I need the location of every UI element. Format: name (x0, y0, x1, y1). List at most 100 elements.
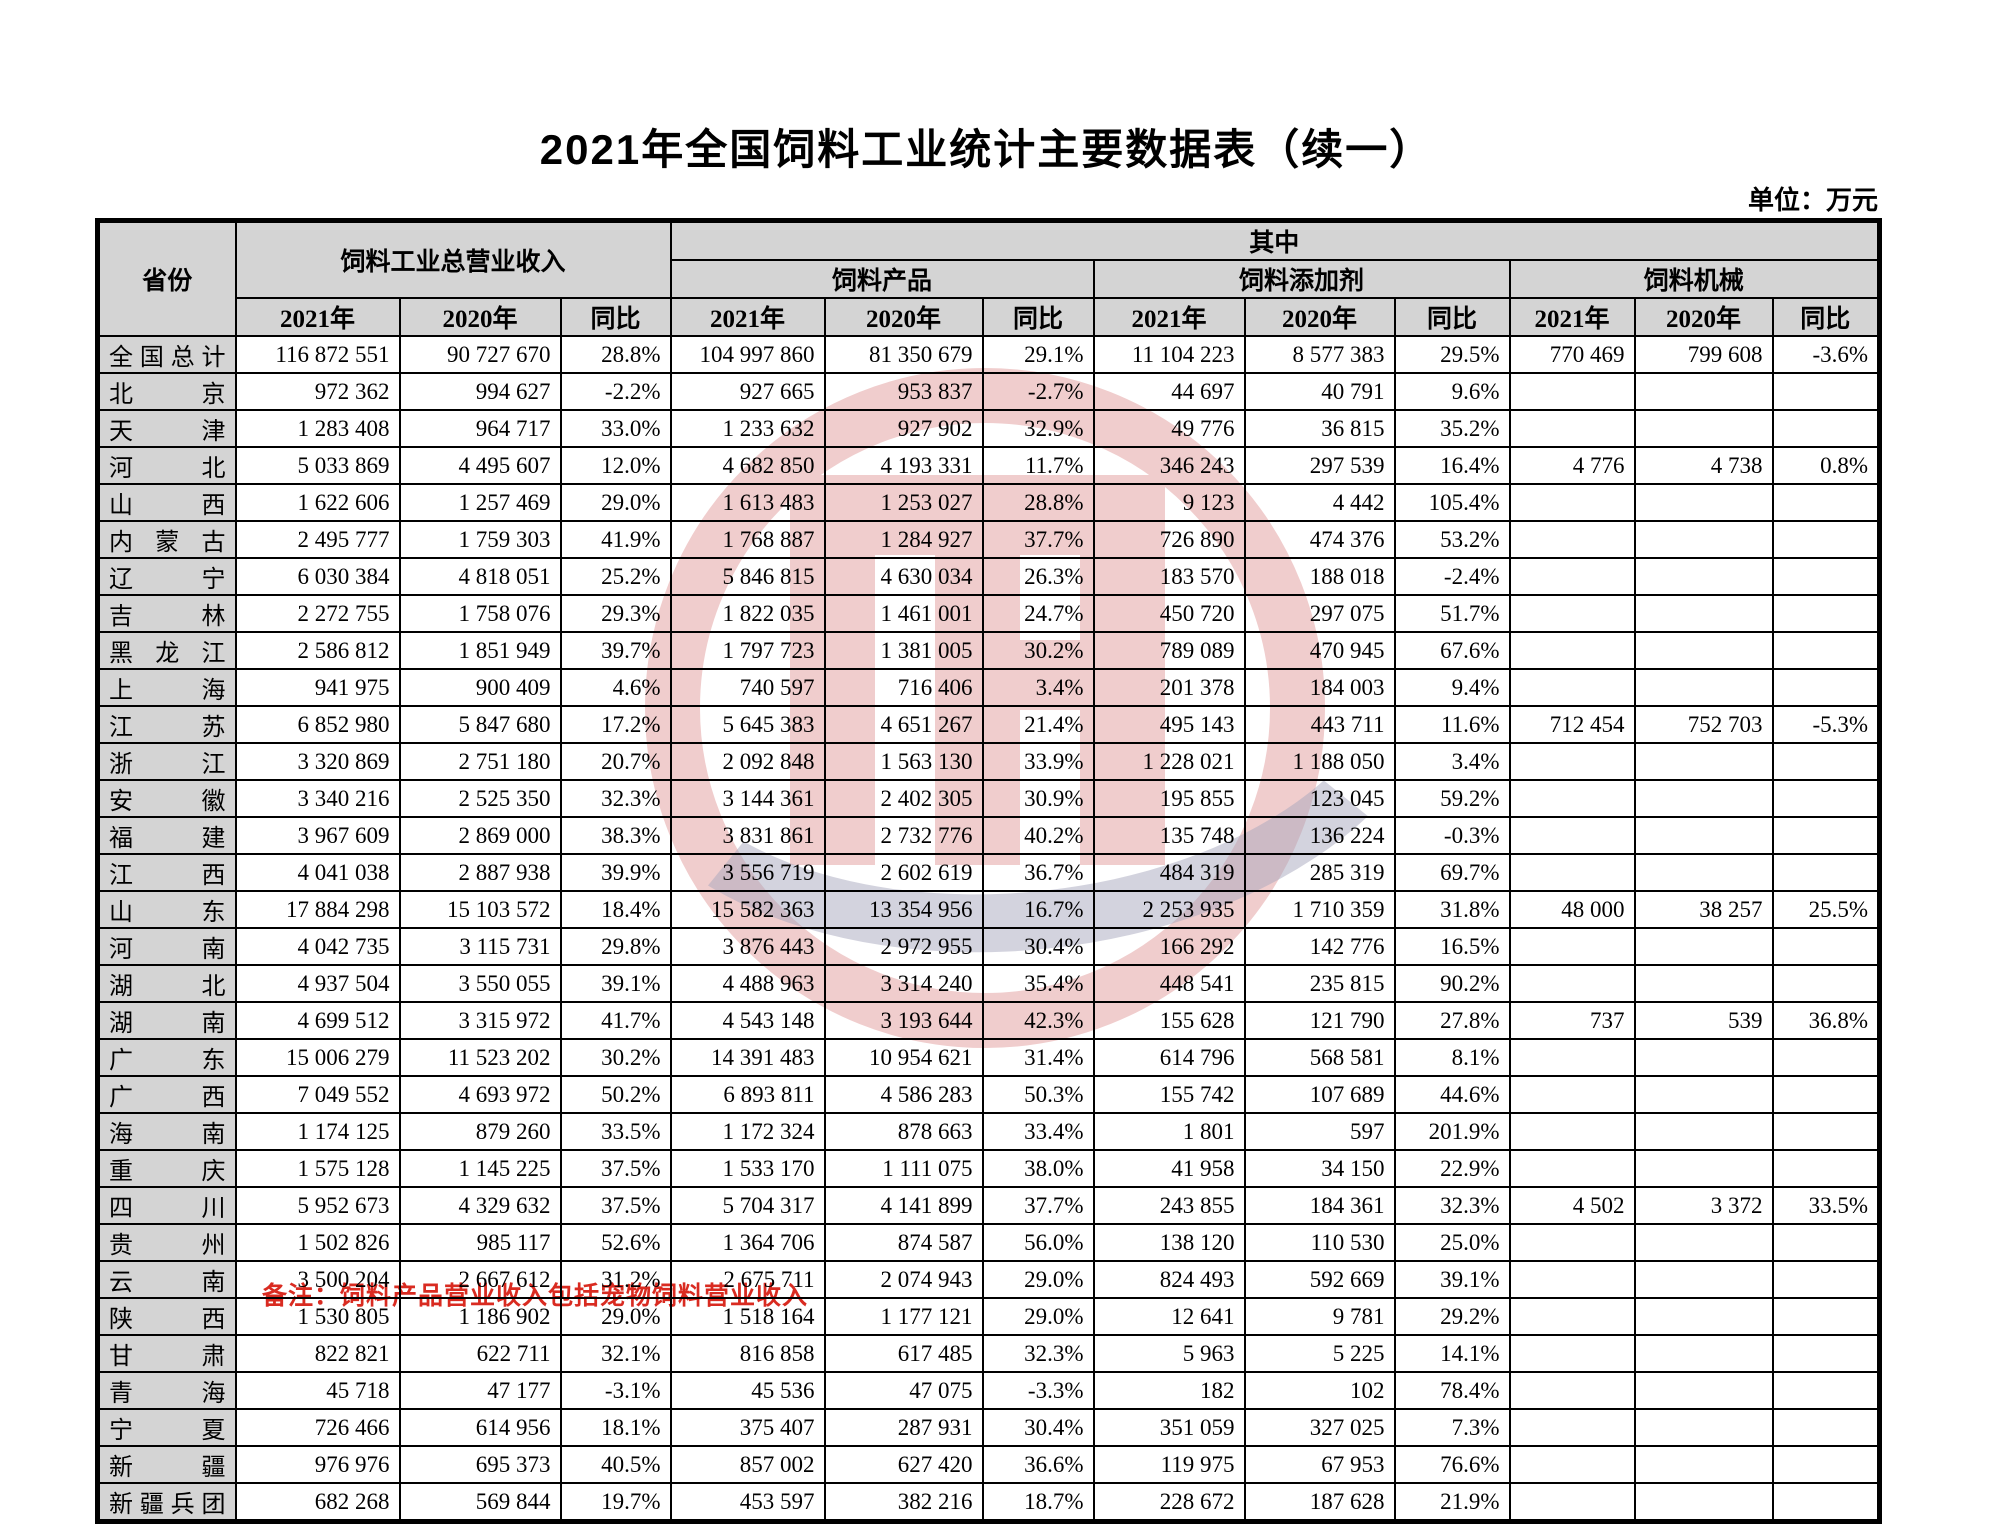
value-cell: 53.2% (1393, 520, 1511, 559)
value-cell: 3 831 861 (669, 816, 826, 855)
value-cell: 3.4% (981, 668, 1095, 707)
value-cell (1633, 594, 1774, 633)
value-cell: 44 697 (1092, 372, 1246, 411)
table-row: 黑龙江 2 586 812 1 851 949 39.7% 1 797 723 1 381… (96, 631, 1881, 670)
value-cell: 25.5% (1771, 890, 1881, 929)
value-cell: 36.8% (1771, 1001, 1881, 1040)
value-cell: 30.4% (981, 1408, 1095, 1447)
value-cell: 201.9% (1393, 1112, 1511, 1151)
value-cell (1508, 557, 1636, 596)
value-cell: 38.0% (981, 1149, 1095, 1188)
value-cell: 15 103 572 (398, 890, 562, 929)
province-cell: 河北 (96, 446, 237, 485)
value-cell: 2 869 000 (398, 816, 562, 855)
table-row: 重庆 1 575 128 1 145 225 37.5% 1 533 170 1 111 … (96, 1149, 1881, 1188)
table-row: 全国总计 116 872 551 90 727 670 28.8% 104 997 86… (96, 335, 1881, 374)
province-cell: 湖南 (96, 1001, 237, 1040)
header-year-2021: 2021年 (234, 297, 401, 337)
value-cell: 4 699 512 (234, 1001, 401, 1040)
header-of-which: 其中 (669, 219, 1881, 261)
value-cell: 11 104 223 (1092, 335, 1246, 374)
value-cell: 166 292 (1092, 927, 1246, 966)
value-cell (1771, 372, 1881, 411)
province-cell: 海南 (96, 1112, 237, 1151)
value-cell: 121 790 (1243, 1001, 1396, 1040)
value-cell (1771, 1445, 1881, 1484)
value-cell: 1 111 075 (823, 1149, 984, 1188)
header-feed-additives: 饲料添加剂 (1092, 259, 1511, 299)
value-cell: 972 362 (234, 372, 401, 411)
value-cell: 695 373 (398, 1445, 562, 1484)
value-cell: 4 693 972 (398, 1075, 562, 1114)
value-cell: 2 092 848 (669, 742, 826, 781)
value-cell: 155 628 (1092, 1001, 1246, 1040)
value-cell: 34 150 (1243, 1149, 1396, 1188)
value-cell (1508, 1149, 1636, 1188)
value-cell: 44.6% (1393, 1075, 1511, 1114)
value-cell: -2.4% (1393, 557, 1511, 596)
value-cell: 682 268 (234, 1482, 401, 1523)
value-cell: 4 586 283 (823, 1075, 984, 1114)
value-cell: 1 174 125 (234, 1112, 401, 1151)
value-cell (1633, 1075, 1774, 1114)
value-cell (1633, 1038, 1774, 1077)
value-cell: 50.3% (981, 1075, 1095, 1114)
value-cell: 11.7% (981, 446, 1095, 485)
header-year-2021: 2021年 (1092, 297, 1246, 337)
value-cell: 495 143 (1092, 705, 1246, 744)
value-cell: 2 667 612 (398, 1260, 562, 1299)
value-cell (1771, 520, 1881, 559)
value-cell: 450 720 (1092, 594, 1246, 633)
value-cell: 878 663 (823, 1112, 984, 1151)
value-cell: 2 272 755 (234, 594, 401, 633)
value-cell: 32.9% (981, 409, 1095, 448)
value-cell: 33.4% (981, 1112, 1095, 1151)
province-cell: 宁夏 (96, 1408, 237, 1447)
table-row: 江苏 6 852 980 5 847 680 17.2% 5 645 383 4 651 … (96, 705, 1881, 744)
statistics-table: 省份 饲料工业总营业收入 其中 饲料产品 饲料添加剂 饲料机械 2021年 20… (95, 218, 1883, 1524)
value-cell (1771, 1408, 1881, 1447)
value-cell: 29.1% (981, 335, 1095, 374)
value-cell: 21.9% (1393, 1482, 1511, 1523)
value-cell: 142 776 (1243, 927, 1396, 966)
value-cell: -5.3% (1771, 705, 1881, 744)
value-cell: 927 902 (823, 409, 984, 448)
header-year-2020: 2020年 (1243, 297, 1396, 337)
header-row-3: 2021年 2020年 同比 2021年 2020年 同比 2021年 2020… (98, 297, 1881, 337)
value-cell (1633, 779, 1774, 818)
value-cell: 4 442 (1243, 483, 1396, 522)
province-cell: 湖北 (96, 964, 237, 1003)
value-cell (1771, 1223, 1881, 1262)
value-cell: 32.3% (981, 1334, 1095, 1373)
value-cell: 3 340 216 (234, 779, 401, 818)
value-cell: 8 577 383 (1243, 335, 1396, 374)
value-cell: 155 742 (1092, 1075, 1246, 1114)
value-cell (1771, 1334, 1881, 1373)
value-cell: 1 364 706 (669, 1223, 826, 1262)
value-cell: 13 354 956 (823, 890, 984, 929)
value-cell: 10 954 621 (823, 1038, 984, 1077)
value-cell: 39.1% (1393, 1260, 1511, 1299)
value-cell: 539 (1633, 1001, 1774, 1040)
value-cell: 52.6% (559, 1223, 672, 1262)
value-cell: 102 (1243, 1371, 1396, 1410)
value-cell: 2 253 935 (1092, 890, 1246, 929)
value-cell: 42.3% (981, 1001, 1095, 1040)
value-cell: 976 976 (234, 1445, 401, 1484)
value-cell: 30.2% (559, 1038, 672, 1077)
value-cell: 6 893 811 (669, 1075, 826, 1114)
province-cell: 青海 (96, 1371, 237, 1410)
value-cell: 297 539 (1243, 446, 1396, 485)
value-cell: 1 622 606 (234, 483, 401, 522)
value-cell: 29.0% (559, 1297, 672, 1336)
value-cell (1508, 594, 1636, 633)
value-cell: 1 768 887 (669, 520, 826, 559)
value-cell: 2 751 180 (398, 742, 562, 781)
value-cell (1633, 1149, 1774, 1188)
province-cell: 河南 (96, 927, 237, 966)
value-cell (1771, 964, 1881, 1003)
header-province: 省份 (96, 219, 237, 337)
value-cell: 67 953 (1243, 1445, 1396, 1484)
value-cell: 0.8% (1771, 446, 1881, 485)
value-cell (1633, 1260, 1774, 1299)
